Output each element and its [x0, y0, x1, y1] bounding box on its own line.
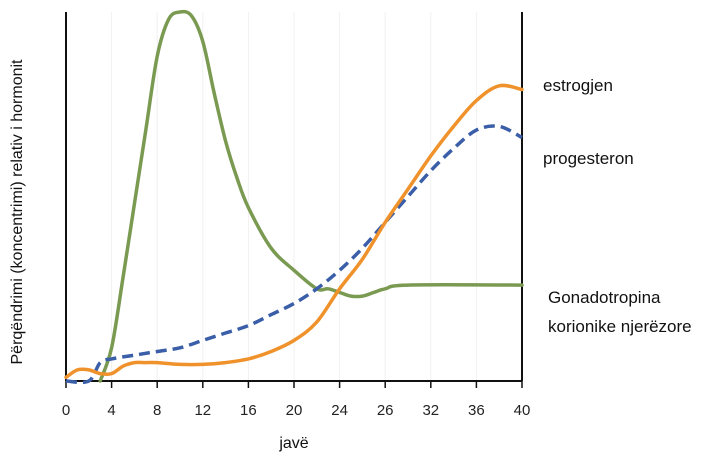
x-ticks: 0 4 8 12 16 20 24 26 32 36 40 [62, 381, 531, 419]
x-tick-label: 36 [468, 402, 485, 419]
x-tick-label: 12 [194, 402, 211, 419]
x-tick-label: 24 [331, 402, 348, 419]
x-tick-label: 40 [514, 402, 531, 419]
x-axis-title: javë [278, 435, 308, 452]
x-tick-label: 8 [153, 402, 161, 419]
estrogen-label: estrogjen [543, 76, 613, 95]
progesterone-label: progesteron [543, 149, 634, 168]
y-axis-title: Përqëndrimi (koncentrimi) relativ i horm… [9, 59, 26, 365]
hcg-label-line2: korionike njerëzore [548, 317, 692, 336]
hcg-line [98, 9, 524, 383]
x-tick-label: 0 [62, 402, 70, 419]
estrogen-line [64, 83, 524, 380]
hcg-label-line1: Gonadotropina [548, 288, 661, 307]
x-tick-label: 32 [422, 402, 439, 419]
x-tick-label: 16 [240, 402, 257, 419]
x-tick-label: 4 [107, 402, 115, 419]
series-layer [64, 9, 524, 385]
x-tick-label: 26 [377, 402, 394, 419]
x-tick-label: 20 [286, 402, 303, 419]
